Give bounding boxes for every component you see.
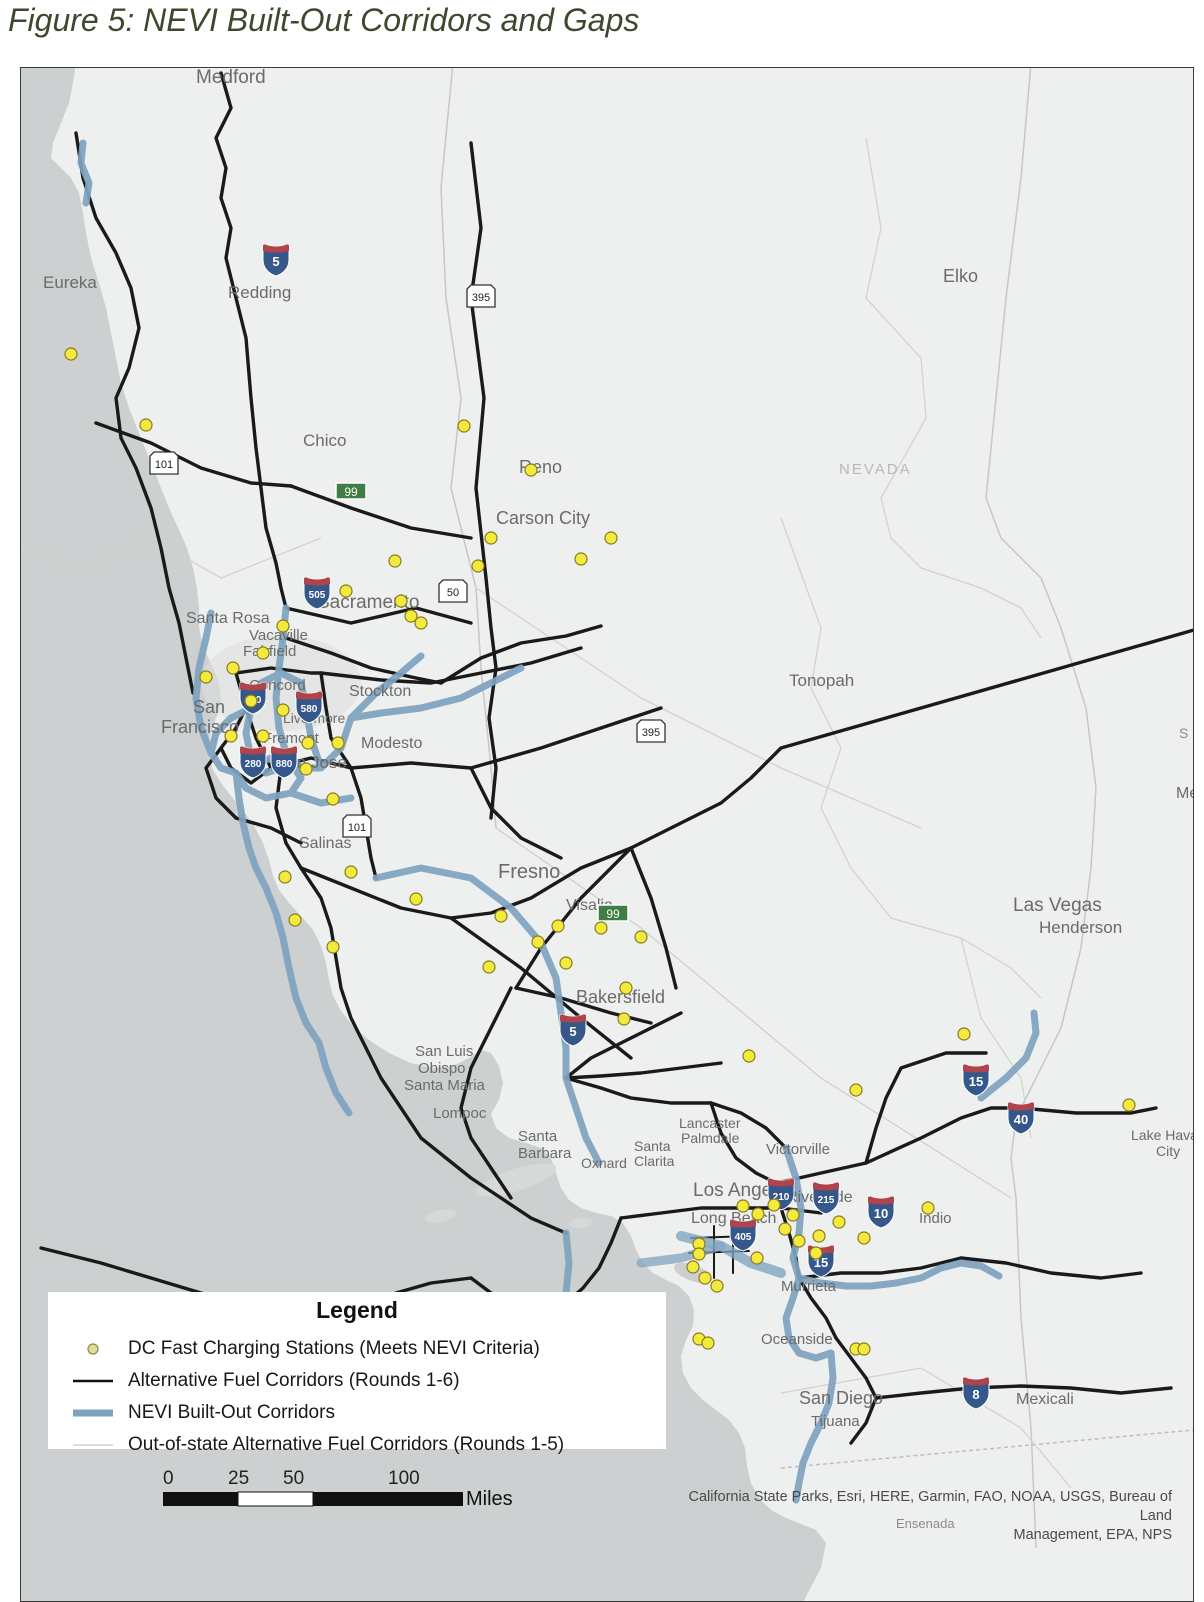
svg-text:Palmdale: Palmdale: [681, 1130, 740, 1146]
svg-text:50: 50: [283, 1468, 304, 1489]
svg-text:8: 8: [972, 1387, 979, 1402]
svg-text:Mexicali: Mexicali: [1016, 1391, 1074, 1408]
svg-text:Miles: Miles: [466, 1488, 513, 1510]
svg-text:395: 395: [642, 727, 660, 739]
svg-text:Barbara: Barbara: [518, 1145, 572, 1162]
svg-text:Chico: Chico: [303, 431, 346, 450]
svg-text:99: 99: [344, 485, 358, 499]
svg-text:880: 880: [276, 759, 293, 770]
svg-text:Santa: Santa: [518, 1128, 558, 1145]
svg-text:50: 50: [447, 587, 459, 599]
svg-text:40: 40: [1014, 1112, 1028, 1127]
svg-text:Mesquite: Mesquite: [1176, 785, 1193, 802]
svg-text:101: 101: [348, 822, 366, 834]
svg-text:Lancaster: Lancaster: [679, 1115, 741, 1131]
svg-text:NEVADA: NEVADA: [839, 461, 912, 478]
svg-text:Oceanside: Oceanside: [761, 1331, 833, 1348]
svg-text:0: 0: [163, 1468, 174, 1489]
svg-text:Lompoc: Lompoc: [433, 1105, 487, 1122]
svg-text:Fresno: Fresno: [498, 861, 560, 883]
svg-text:395: 395: [472, 292, 490, 304]
svg-text:Clarita: Clarita: [634, 1153, 675, 1169]
svg-text:Victorville: Victorville: [766, 1141, 830, 1158]
svg-text:Stockton: Stockton: [349, 683, 411, 700]
svg-text:Oxnard: Oxnard: [581, 1155, 627, 1171]
svg-text:Fairfield: Fairfield: [243, 643, 296, 660]
svg-text:Carson City: Carson City: [496, 508, 590, 528]
svg-text:100: 100: [388, 1468, 420, 1489]
svg-text:Murrieta: Murrieta: [781, 1278, 837, 1295]
svg-text:Las Vegas: Las Vegas: [1013, 895, 1102, 916]
svg-text:15: 15: [969, 1074, 983, 1089]
svg-text:5: 5: [272, 254, 279, 269]
svg-text:Medford: Medford: [196, 68, 266, 88]
svg-text:10: 10: [874, 1206, 888, 1221]
svg-text:Lake Havasu: Lake Havasu: [1131, 1127, 1193, 1143]
svg-text:San: San: [193, 697, 225, 717]
svg-text:280: 280: [245, 759, 262, 770]
svg-text:San Diego: San Diego: [799, 1388, 883, 1408]
svg-text:S: S: [1179, 725, 1188, 741]
svg-text:Santa Maria: Santa Maria: [404, 1077, 486, 1094]
svg-text:101: 101: [155, 459, 173, 471]
svg-text:405: 405: [735, 1232, 752, 1243]
svg-text:City: City: [1156, 1143, 1180, 1159]
svg-text:215: 215: [818, 1195, 835, 1206]
svg-text:Modesto: Modesto: [361, 735, 422, 752]
svg-text:Tijuana: Tijuana: [811, 1413, 860, 1430]
svg-text:580: 580: [301, 704, 318, 715]
svg-text:Santa Rosa: Santa Rosa: [186, 610, 270, 627]
svg-text:Santa: Santa: [634, 1138, 671, 1154]
svg-text:Henderson: Henderson: [1039, 918, 1122, 937]
svg-text:5: 5: [569, 1024, 576, 1039]
svg-text:Redding: Redding: [228, 283, 291, 302]
svg-text:25: 25: [228, 1468, 249, 1489]
svg-text:San Luis: San Luis: [415, 1043, 473, 1060]
svg-text:Elko: Elko: [943, 266, 978, 286]
svg-text:Eureka: Eureka: [43, 273, 97, 292]
svg-text:505: 505: [309, 590, 326, 601]
svg-text:Tonopah: Tonopah: [789, 671, 854, 690]
svg-text:99: 99: [606, 907, 620, 921]
svg-text:Obispo: Obispo: [418, 1060, 466, 1077]
